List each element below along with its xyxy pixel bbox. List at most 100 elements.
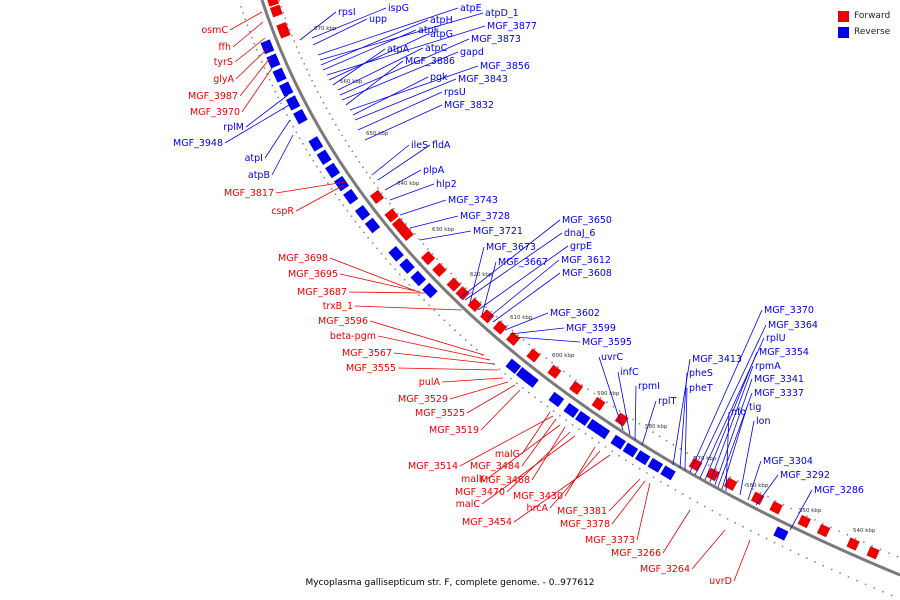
ruler-dot-outer — [638, 467, 641, 470]
ruler-dot-inner — [455, 277, 457, 280]
ruler-dot-outer — [464, 339, 467, 341]
leader-line — [339, 38, 470, 96]
ruler-dot-inner — [284, 17, 287, 20]
ruler-dot-outer — [522, 387, 524, 389]
ruler-dot-outer — [773, 541, 776, 544]
ruler-dot-inner — [846, 533, 849, 536]
ruler-dot-outer — [248, 30, 251, 33]
ruler-dot-inner — [707, 464, 710, 467]
ruler-dot-inner — [822, 522, 824, 525]
gene-label-trxb-1: trxB_1 — [323, 301, 353, 312]
ruler-dot-inner — [351, 150, 354, 153]
reverse-gene-feature — [343, 188, 359, 205]
gene-label-atpg: atpG — [430, 29, 453, 40]
gene-label-mgf-3877: MGF_3877 — [487, 21, 537, 32]
ruler-dot-inner — [282, 11, 285, 14]
forward-gene-feature — [446, 277, 461, 292]
ruler-dot-inner — [427, 248, 429, 250]
ruler-dot-outer — [292, 125, 295, 128]
forward-gene-feature — [547, 364, 562, 379]
gene-label-rplm: rplM — [223, 122, 244, 133]
ruler-dot-outer — [749, 529, 752, 532]
ruler-dot-outer — [443, 319, 446, 322]
gene-label-lon: lon — [756, 416, 770, 427]
ruler-dot-inner — [440, 262, 443, 265]
ruler-dot-outer — [674, 489, 677, 491]
ruler-dot-outer — [734, 521, 737, 524]
gene-label-iles: ileS — [411, 140, 428, 151]
leader-line — [504, 312, 549, 331]
ruler-dot-inner — [593, 392, 596, 395]
gene-label-atpa: atpA — [387, 44, 410, 55]
ruler-dot-inner — [288, 28, 291, 31]
gene-label-tyrs: tyrS — [214, 57, 233, 68]
leader-line — [514, 336, 581, 343]
gene-label-mgf-3612: MGF_3612 — [561, 255, 611, 266]
gene-label-mgf-3468: MGF_3468 — [480, 475, 530, 486]
ruler-dot-outer — [354, 220, 357, 223]
gene-label-atpc: atpC — [425, 43, 448, 54]
ruler-dot-inner — [665, 439, 668, 442]
ruler-dot-inner — [338, 129, 340, 131]
leader-line — [348, 291, 426, 294]
gene-label-rpma: rpmA — [755, 361, 781, 372]
leader-line — [384, 169, 422, 191]
gene-label-grpe: grpE — [570, 241, 592, 252]
leader-line — [755, 474, 779, 506]
ruler-dot-outer — [263, 66, 266, 69]
legend: Forward Reverse — [838, 8, 890, 40]
ruler-dot-inner — [300, 57, 303, 60]
leader-line — [492, 272, 561, 323]
ruler-dot-outer — [327, 182, 329, 185]
ruler-dot-outer — [839, 572, 841, 575]
ruler-dot-outer — [371, 242, 374, 244]
reverse-gene-feature — [594, 424, 611, 440]
leader-line — [672, 358, 691, 466]
gene-label-phes: pheS — [689, 368, 713, 379]
ruler-dot-outer — [618, 454, 620, 457]
leader-line — [271, 134, 294, 176]
ruler-dot-inner — [838, 530, 840, 532]
ruler-dot-inner — [305, 68, 308, 71]
ruler-dot-outer — [597, 441, 600, 444]
ruler-dot-inner — [431, 253, 434, 255]
reverse-gene-feature — [285, 95, 301, 111]
ruler-dot-inner — [658, 435, 661, 438]
gene-label-mgf-3286: MGF_3286 — [814, 485, 864, 496]
ruler-dot-outer — [765, 537, 768, 540]
ruler-dot-inner — [459, 282, 462, 285]
forward-gene-feature — [846, 537, 860, 551]
ruler-label: 540 kbp — [853, 528, 876, 534]
gene-label-mgf-3354: MGF_3354 — [759, 347, 809, 358]
ruler-dot-inner — [896, 555, 899, 558]
reverse-gene-feature — [333, 175, 350, 192]
ruler-dot-inner — [380, 192, 383, 195]
ruler-label: 550 kbp — [799, 508, 822, 514]
gene-label-malk: malK — [461, 474, 486, 485]
gene-label-mgf-3817: MGF_3817 — [224, 188, 274, 199]
ruler-dot-inner — [436, 258, 438, 260]
ruler-dot-outer — [631, 463, 634, 466]
ruler-dot-outer — [408, 284, 411, 286]
leader-line — [234, 37, 266, 63]
ruler-dot-outer — [302, 142, 304, 145]
leader-line — [409, 215, 459, 229]
leader-line — [789, 489, 813, 531]
ruler-dot-inner — [500, 320, 503, 323]
ruler-dot-inner — [528, 343, 531, 346]
forward-gene-feature — [384, 208, 399, 223]
leader-line — [513, 454, 611, 523]
ruler-dot-inner — [759, 492, 762, 494]
ruler-dot-outer — [726, 517, 729, 520]
ruler-dot-outer — [890, 594, 893, 597]
ruler-label: 630 kbp — [432, 227, 455, 233]
forward-gene-feature — [569, 380, 584, 395]
ruler-dot-inner — [606, 401, 608, 404]
gene-label-infc: infC — [620, 367, 639, 378]
leader-line — [235, 47, 269, 80]
forward-gene-feature — [769, 500, 783, 515]
ruler-dot-outer — [534, 396, 536, 399]
gene-label-mgf-3673: MGF_3673 — [486, 242, 536, 253]
forward-gene-feature — [399, 226, 414, 241]
